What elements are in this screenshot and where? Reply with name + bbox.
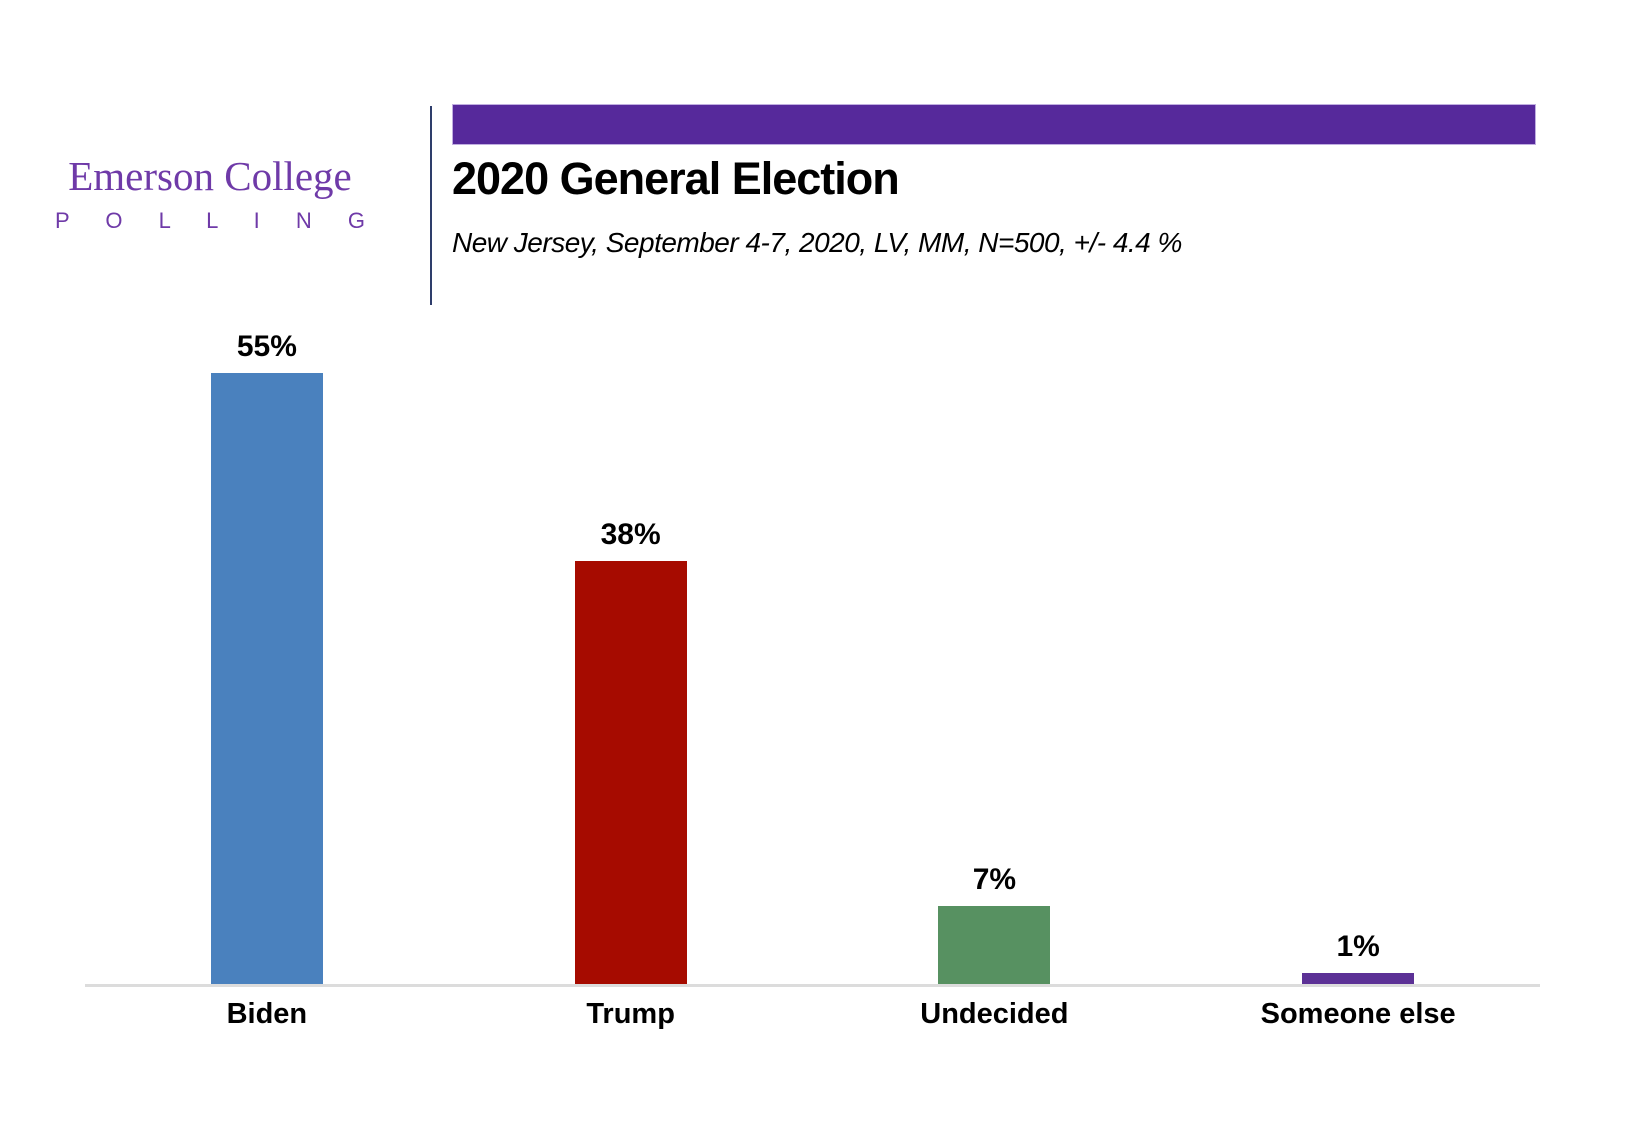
bar-value-label-undecided: 7% [972,863,1017,896]
category-label-trump: Trump [586,998,675,1030]
bar-undecided [938,906,1051,984]
category-label-biden: Biden [226,998,308,1030]
chart-column-biden: 55% [85,330,449,984]
category-axis: Biden Trump Undecided Someone else [85,998,1540,1031]
bar-someone-else [1302,973,1415,984]
bar-value-label-someone-else: 1% [1336,930,1380,963]
bar-chart: 55% 38% 7% 1% [85,330,1540,987]
bar-trump [574,561,687,984]
purple-banner [452,104,1536,145]
category-label-someone-else: Someone else [1260,998,1456,1030]
emerson-college-polling-logo: Emerson College P O L L I N G [28,152,392,234]
bar-biden [210,373,323,984]
category-label-undecided: Undecided [920,998,1069,1030]
page-subtitle: New Jersey, September 4-7, 2020, LV, MM,… [452,227,1182,258]
chart-column-trump: 38% [449,330,813,984]
logo-text-emerson-college: Emerson College [68,153,352,199]
bar-value-label-biden: 55% [236,330,297,363]
bar-value-label-trump: 38% [600,518,661,551]
logo-text-polling: P O L L I N G [54,208,380,233]
chart-column-undecided: 7% [813,330,1177,984]
chart-column-someone-else: 1% [1176,330,1540,984]
page-title: 2020 General Election [452,153,900,204]
vertical-divider [430,106,432,305]
